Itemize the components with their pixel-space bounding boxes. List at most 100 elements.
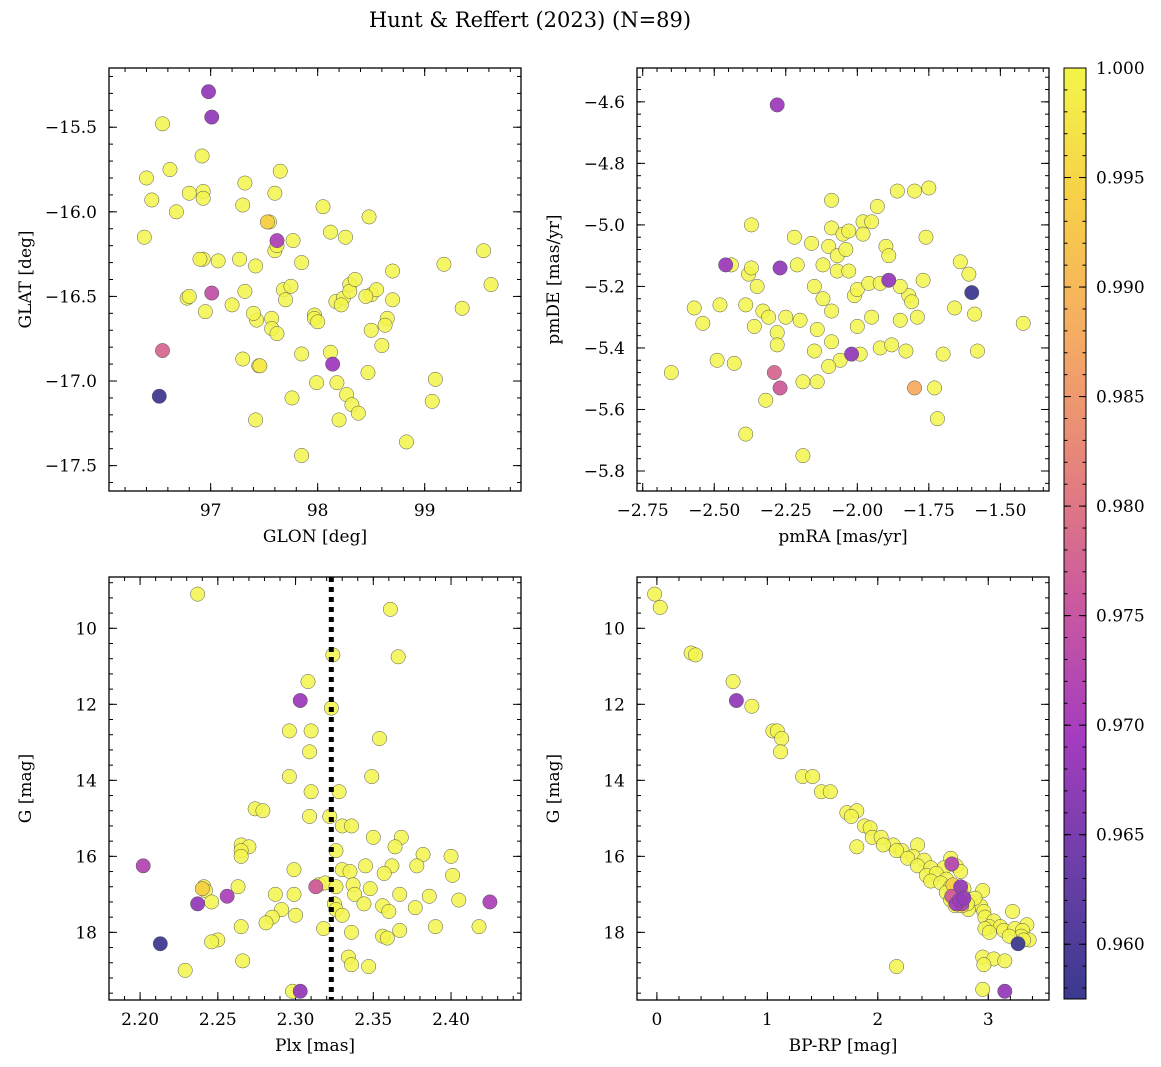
data-point bbox=[377, 317, 393, 333]
data-point bbox=[315, 199, 331, 215]
data-point bbox=[246, 305, 261, 321]
data-point bbox=[237, 175, 253, 191]
data-point bbox=[347, 886, 363, 902]
axes-frame bbox=[108, 576, 522, 1001]
y-axis-label: pmDE [mas/yr] bbox=[544, 214, 564, 344]
data-point bbox=[718, 257, 734, 273]
scatter-points bbox=[647, 586, 1037, 999]
y-tick-label: 10 bbox=[75, 619, 97, 639]
x-tick-label: 3 bbox=[983, 1010, 994, 1030]
data-point bbox=[761, 309, 777, 325]
data-point bbox=[232, 251, 248, 267]
data-point bbox=[237, 283, 253, 299]
data-point bbox=[892, 312, 908, 328]
data-point bbox=[331, 784, 347, 800]
data-point bbox=[809, 374, 825, 390]
data-point bbox=[904, 294, 920, 310]
data-point bbox=[204, 285, 220, 301]
data-point bbox=[338, 229, 353, 245]
data-point bbox=[884, 337, 900, 353]
data-point bbox=[875, 837, 891, 853]
sky-position-panel: 97 98 99 −17.5 −17.0 −16.5 −16.0 −15.5 GLON [deg… bbox=[16, 67, 522, 547]
y-tick-label: −16.0 bbox=[45, 203, 97, 223]
data-point bbox=[347, 272, 363, 287]
data-point bbox=[194, 148, 210, 164]
data-point bbox=[849, 282, 865, 297]
data-point bbox=[258, 915, 274, 931]
colorbar-tick-label: 0.995 bbox=[1096, 169, 1145, 189]
data-point bbox=[795, 374, 811, 390]
data-point bbox=[151, 388, 167, 404]
data-point bbox=[303, 723, 319, 739]
data-point bbox=[302, 808, 318, 824]
y-tick-label: −5.6 bbox=[584, 400, 625, 420]
data-point bbox=[975, 981, 991, 997]
data-point bbox=[310, 314, 326, 330]
x-tick-label: 0 bbox=[651, 1010, 662, 1030]
data-point bbox=[976, 957, 992, 973]
y-axis-label: GLAT [deg] bbox=[16, 230, 36, 328]
x-tick-label: 2.20 bbox=[121, 1010, 159, 1030]
data-point bbox=[286, 886, 302, 902]
y-axis-label: G [mag] bbox=[16, 754, 36, 823]
data-point bbox=[778, 309, 794, 325]
data-point bbox=[824, 192, 840, 208]
colorbar-tick-label: 0.990 bbox=[1096, 278, 1145, 298]
y-tick-label: 14 bbox=[75, 771, 97, 791]
y-tick-label: 10 bbox=[603, 619, 625, 639]
data-point bbox=[210, 253, 226, 269]
data-point bbox=[889, 843, 905, 859]
y-tick-label: 18 bbox=[75, 923, 97, 943]
data-point bbox=[302, 744, 318, 760]
data-point bbox=[921, 180, 937, 196]
data-point bbox=[392, 886, 408, 902]
x-tick-label: 2.30 bbox=[277, 1010, 315, 1030]
data-point bbox=[849, 839, 865, 855]
data-point bbox=[385, 263, 401, 279]
x-tick-label: −2.00 bbox=[831, 501, 883, 521]
axes-frame bbox=[108, 67, 522, 492]
x-axis-label: GLON [deg] bbox=[263, 527, 367, 547]
data-point bbox=[424, 393, 440, 409]
parallax-magnitude-panel: 2.20 2.25 2.30 2.35 2.40 10 12 14 16 18 Plx [mas] G… bbox=[16, 576, 522, 1056]
data-point bbox=[204, 894, 220, 910]
data-point bbox=[361, 209, 377, 225]
data-point bbox=[372, 731, 387, 746]
data-point bbox=[255, 803, 271, 819]
data-point bbox=[709, 352, 725, 368]
x-axis-label: BP-RP [mag] bbox=[789, 1036, 898, 1056]
data-point bbox=[849, 318, 865, 334]
data-point bbox=[889, 183, 905, 199]
data-point bbox=[272, 163, 288, 179]
data-point bbox=[369, 282, 384, 298]
y-tick-label: −5.4 bbox=[584, 339, 625, 359]
data-point bbox=[789, 257, 805, 273]
colorbar-tick-label: 0.970 bbox=[1096, 716, 1145, 736]
data-point bbox=[136, 229, 152, 245]
data-point bbox=[204, 109, 220, 125]
data-point bbox=[286, 862, 302, 878]
data-point bbox=[476, 243, 491, 259]
data-point bbox=[204, 934, 220, 950]
data-point bbox=[374, 338, 390, 353]
x-tick-label: −1.50 bbox=[974, 501, 1026, 521]
data-point bbox=[259, 214, 275, 230]
x-tick-label: −1.75 bbox=[903, 501, 955, 521]
data-point bbox=[844, 346, 860, 362]
data-point bbox=[824, 334, 840, 350]
data-point bbox=[344, 924, 359, 940]
y-tick-label: 18 bbox=[603, 923, 625, 943]
data-point bbox=[168, 204, 184, 220]
data-point bbox=[333, 297, 349, 313]
data-point bbox=[712, 297, 728, 313]
data-point bbox=[155, 343, 170, 359]
data-point bbox=[278, 292, 294, 308]
y-tick-label: −16.5 bbox=[45, 287, 97, 307]
data-point bbox=[390, 649, 406, 665]
data-point bbox=[267, 886, 283, 902]
data-point bbox=[344, 818, 359, 834]
data-point bbox=[728, 693, 744, 708]
data-point bbox=[248, 412, 264, 428]
data-point bbox=[864, 214, 880, 230]
